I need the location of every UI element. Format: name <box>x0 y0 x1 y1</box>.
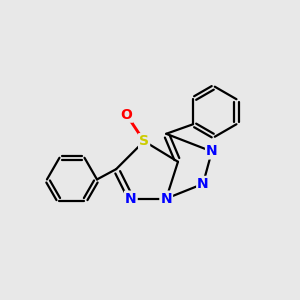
Text: N: N <box>125 192 137 206</box>
Text: O: O <box>121 108 132 122</box>
Text: N: N <box>160 192 172 206</box>
Text: S: S <box>139 134 149 148</box>
Text: N: N <box>206 145 218 158</box>
Text: N: N <box>197 177 209 191</box>
